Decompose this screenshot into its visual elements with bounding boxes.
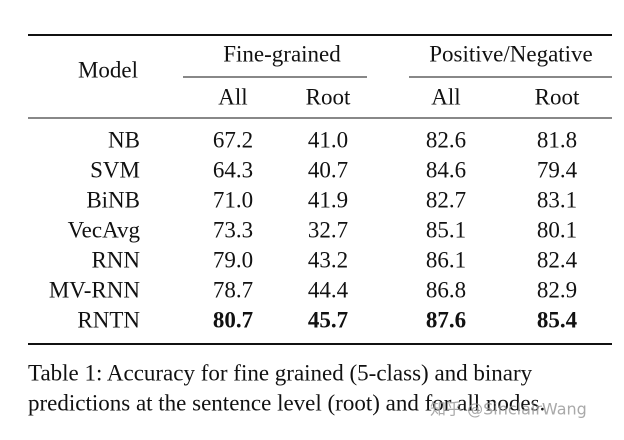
header-cell: All xyxy=(431,84,460,109)
model-name: BiNB xyxy=(86,187,140,212)
cell: 79.4 xyxy=(537,157,578,182)
cell: 41.0 xyxy=(308,127,348,152)
watermark: 知乎 @SinclairWang xyxy=(430,400,587,419)
header-cell: All xyxy=(218,84,247,109)
cell: 40.7 xyxy=(308,157,348,182)
header-cell: Root xyxy=(535,84,580,109)
cell: 86.1 xyxy=(426,247,466,272)
cell: 80.7 xyxy=(213,307,253,332)
cell: 85.1 xyxy=(426,217,466,242)
model-name: SVM xyxy=(90,157,140,182)
cell: 82.6 xyxy=(426,127,466,152)
model-name: RNTN xyxy=(77,307,140,332)
cell: 67.2 xyxy=(213,127,253,152)
cell: 41.9 xyxy=(308,187,348,212)
cell: 85.4 xyxy=(537,307,578,332)
header-cell: Model xyxy=(78,57,138,82)
caption-line: Table 1: Accuracy for fine grained (5-cl… xyxy=(28,360,533,385)
cell: 82.9 xyxy=(537,277,577,302)
cell: 73.3 xyxy=(213,217,253,242)
header-group: Positive/Negative xyxy=(429,41,593,66)
cell: 84.6 xyxy=(426,157,466,182)
model-name: NB xyxy=(108,127,140,152)
cell: 87.6 xyxy=(426,307,466,332)
cell: 78.7 xyxy=(213,277,253,302)
cell: 81.8 xyxy=(537,127,577,152)
cell: 80.1 xyxy=(537,217,577,242)
cell: 64.3 xyxy=(213,157,253,182)
cell: 82.4 xyxy=(537,247,578,272)
caption-line: predictions at the sentence level (root)… xyxy=(28,390,545,415)
cell: 32.7 xyxy=(308,217,348,242)
cell: 79.0 xyxy=(213,247,253,272)
cell: 71.0 xyxy=(213,187,253,212)
model-name: MV-RNN xyxy=(49,277,141,302)
header-cell: Root xyxy=(306,84,351,109)
cell: 82.7 xyxy=(426,187,466,212)
cell: 45.7 xyxy=(308,307,348,332)
model-name: RNN xyxy=(91,247,140,272)
header-group: Fine-grained xyxy=(223,41,341,66)
cell: 44.4 xyxy=(308,277,349,302)
model-name: VecAvg xyxy=(68,217,141,242)
cell: 43.2 xyxy=(308,247,348,272)
cell: 83.1 xyxy=(537,187,577,212)
cell: 86.8 xyxy=(426,277,466,302)
